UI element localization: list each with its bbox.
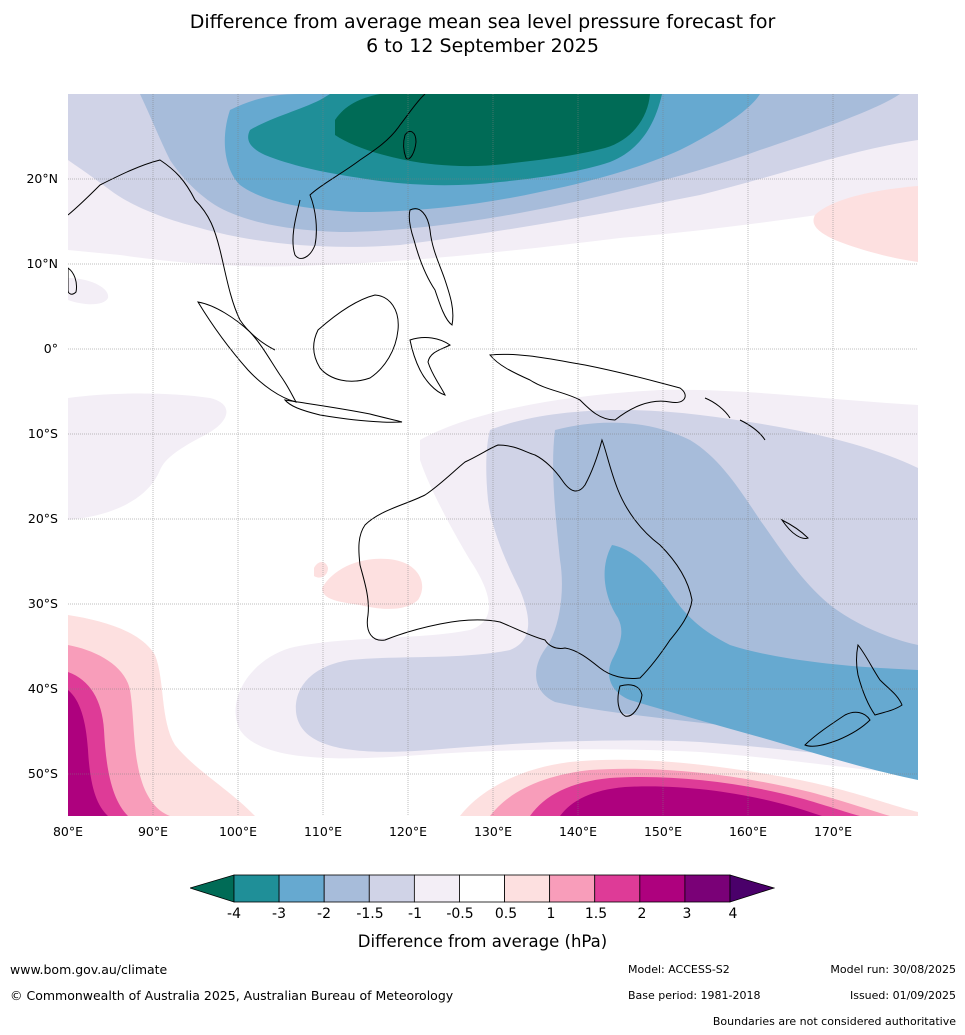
coast-sulawesi — [409, 337, 451, 396]
coastlines — [68, 94, 903, 747]
disclaimer-text: Boundaries are not considered authoritat… — [712, 1015, 956, 1028]
coast-tasmania — [617, 684, 643, 717]
title-line-1: Difference from average mean sea level p… — [189, 11, 776, 33]
colorbar-cell — [684, 874, 731, 903]
colorbar-cell — [639, 874, 686, 903]
colorbar-cell — [459, 874, 505, 903]
colorbar-low-extend — [190, 874, 235, 903]
coast-sri-lanka — [68, 267, 77, 295]
chart-title: Difference from average mean sea level p… — [0, 10, 965, 58]
colorbar-cells — [233, 874, 731, 903]
colorbar-label: -0.5 — [446, 906, 474, 922]
colorbar-cell — [368, 874, 415, 903]
lon-label-80e: 80°E — [52, 824, 84, 839]
anomaly-region-sw-pink-small — [314, 562, 328, 578]
coast-solomon-islands — [704, 397, 766, 441]
anomaly-region-west-light — [68, 393, 227, 520]
lat-label-10n: 10°N — [26, 256, 58, 271]
colorbar-label: -1 — [408, 906, 422, 922]
colorbar-label: 1.5 — [584, 906, 608, 922]
lon-label-100e: 100°E — [218, 824, 257, 839]
lon-label-160e: 160°E — [728, 824, 767, 839]
lon-label-110e: 110°E — [303, 824, 342, 839]
lon-label-170e: 170°E — [813, 824, 852, 839]
anomaly-region-sw-corner-4 — [68, 690, 108, 816]
anomaly-region-south-4 — [560, 786, 822, 816]
lon-label-130e: 130°E — [473, 824, 512, 839]
title-line-2: 6 to 12 September 2025 — [366, 35, 599, 57]
model-text: Model: ACCESS-S2 — [628, 963, 730, 976]
colorbar-label: -2 — [317, 906, 331, 922]
anomaly-region-north-dark-teal — [335, 94, 650, 167]
lon-label-120e: 120°E — [388, 824, 427, 839]
coast-taiwan — [403, 131, 417, 160]
graticule — [68, 94, 918, 816]
colorbar-label: 3 — [682, 906, 692, 922]
anomaly-region-south-blue — [604, 545, 918, 780]
coast-new-zealand-north — [856, 643, 903, 716]
model-run-text: Model run: 30/08/2025 — [830, 963, 956, 976]
coast-new-guinea — [489, 353, 686, 421]
colorbar-label: -1.5 — [356, 906, 384, 922]
pressure-anomaly-field — [68, 94, 918, 816]
colorbar-label: 4 — [728, 906, 738, 922]
colorbar-cell — [549, 874, 596, 903]
colorbar-label: 1 — [546, 906, 556, 922]
colorbar-title: Difference from average (hPa) — [357, 932, 608, 951]
base-period-text: Base period: 1981-2018 — [628, 989, 761, 1002]
colorbar-cell — [278, 874, 325, 903]
colorbar-cell — [413, 874, 460, 903]
coast-philippines — [408, 208, 454, 326]
colorbar-cell — [594, 874, 641, 903]
coast-new-zealand-south — [804, 711, 871, 747]
anomaly-region-nw-light — [68, 278, 109, 305]
lon-label-140e: 140°E — [558, 824, 597, 839]
coast-borneo — [313, 294, 399, 382]
lat-label-20s: 20°S — [27, 511, 58, 526]
coast-java — [283, 399, 403, 423]
map-svg — [68, 94, 918, 816]
coast-australia — [358, 438, 693, 679]
colorbar-label: -3 — [272, 906, 286, 922]
map — [68, 94, 918, 816]
lat-label-0: 0° — [43, 341, 58, 356]
colorbar-label: 2 — [637, 906, 647, 922]
lon-label-90e: 90°E — [137, 824, 169, 839]
issued-text: Issued: 01/09/2025 — [849, 989, 956, 1002]
lat-label-40s: 40°S — [27, 681, 58, 696]
lat-label-10s: 10°S — [27, 426, 58, 441]
coast-sumatra — [196, 301, 298, 403]
lat-label-50s: 50°S — [27, 766, 58, 781]
lat-label-20n: 20°N — [26, 171, 58, 186]
copyright-text: © Commonwealth of Australia 2025, Austra… — [10, 988, 454, 1003]
colorbar-cell — [323, 874, 370, 903]
anomaly-region-sw-pink — [322, 558, 423, 609]
coast-asia-mainland — [68, 94, 426, 351]
website-link[interactable]: www.bom.gov.au/climate — [10, 962, 168, 977]
coast-new-caledonia — [780, 518, 809, 539]
colorbar-cell — [233, 874, 280, 903]
colorbar-high-extend — [729, 874, 775, 903]
colorbar-label: -4 — [227, 906, 241, 922]
colorbar — [190, 874, 775, 903]
colorbar-cell — [504, 874, 551, 903]
lat-label-30s: 30°S — [27, 596, 58, 611]
colorbar-label: 0.5 — [494, 906, 518, 922]
anomaly-region-ne-pink — [813, 186, 918, 262]
lon-label-150e: 150°E — [643, 824, 682, 839]
